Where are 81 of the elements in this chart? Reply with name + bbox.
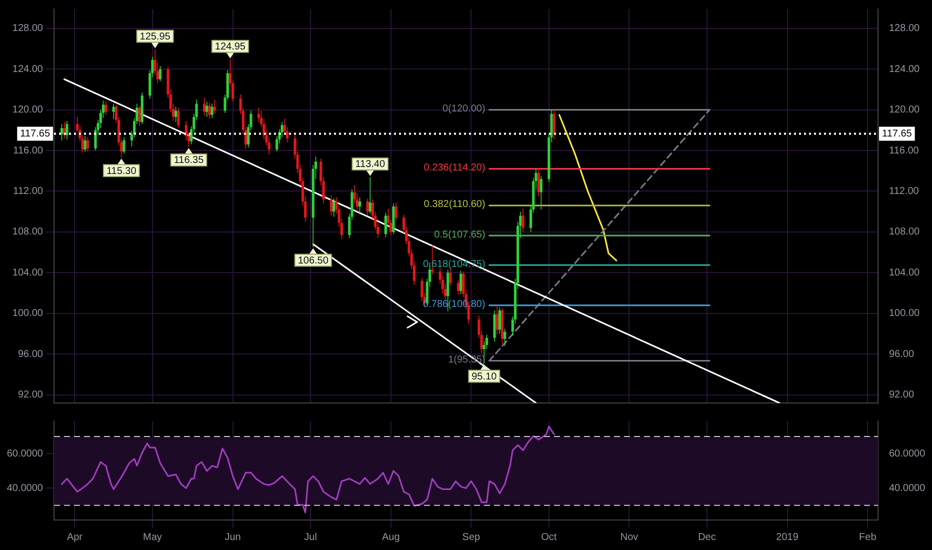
y-tick-label: 60.0000 xyxy=(6,448,44,460)
candlestick xyxy=(158,66,162,82)
x-tick-label: Jun xyxy=(224,532,241,543)
series-label: 0.236(114.20) xyxy=(424,162,486,174)
y-tick-label: 108.00 xyxy=(12,226,44,238)
y2-tick-label: 96.00 xyxy=(889,348,914,360)
x-tick-label: Sep xyxy=(462,532,481,543)
candlestick xyxy=(332,198,336,218)
y-tick-label: 92.00 xyxy=(18,390,44,401)
y-tick-label: 116.00 xyxy=(13,145,44,156)
y-tick-label: 112.00 xyxy=(13,186,44,197)
candlestick xyxy=(498,306,501,334)
y2-tick-label: 112.00 xyxy=(889,186,920,197)
candlestick xyxy=(496,304,498,336)
annotation: 124.95 xyxy=(214,42,246,53)
x-tick-label: Feb xyxy=(859,532,877,543)
y2-tick-label: 100.00 xyxy=(889,308,920,320)
y2-tick-label: 120.00 xyxy=(889,104,920,116)
candlestick xyxy=(552,109,556,140)
x-tick-label: Dec xyxy=(698,532,716,543)
x-tick-label: Apr xyxy=(66,532,84,543)
candlestick xyxy=(384,212,387,238)
x-tick-label: Jul xyxy=(304,532,317,543)
y-tick-label: 40.0000 xyxy=(6,482,44,494)
series-label: 0.382(110.60) xyxy=(424,199,486,210)
candlestick xyxy=(84,136,86,152)
y2-tick-label: 124.00 xyxy=(889,64,920,75)
candlestick xyxy=(122,136,126,154)
ref-line-label: 117.65 xyxy=(20,128,50,140)
y-tick-label: 120.00 xyxy=(12,104,44,116)
annotation: 95.10 xyxy=(472,372,498,383)
candlestick xyxy=(358,196,362,216)
candlestick xyxy=(449,268,452,286)
candlestick xyxy=(174,106,178,122)
x-tick-label: Aug xyxy=(382,532,400,543)
candlestick xyxy=(368,176,372,214)
candlestick xyxy=(210,103,214,118)
candlestick xyxy=(522,208,524,232)
text: 117.65 xyxy=(882,128,912,140)
candlestick xyxy=(112,103,115,120)
candlestick xyxy=(213,99,216,114)
y2-tick-label: 60.0000 xyxy=(889,448,926,460)
y2-tick-label: 92.00 xyxy=(889,390,914,401)
candlestick xyxy=(537,167,540,197)
candlestick xyxy=(504,328,506,346)
y-tick-label: 96.00 xyxy=(18,348,44,360)
annotation: 115.30 xyxy=(106,166,137,177)
x-tick-label: Oct xyxy=(541,532,557,543)
y-tick-label: 128.00 xyxy=(12,23,44,34)
candlestick xyxy=(456,279,460,296)
y2-tick-label: 116.00 xyxy=(889,145,920,156)
annotation: 113.40 xyxy=(355,159,386,170)
candlestick xyxy=(206,101,208,118)
candlestick xyxy=(330,194,333,216)
candlestick xyxy=(394,202,398,222)
annotation: 125.95 xyxy=(140,31,171,42)
candlestick xyxy=(208,102,211,120)
y2-tick-label: 128.00 xyxy=(889,23,920,34)
y-tick-label: 124.00 xyxy=(12,64,44,75)
candlestick xyxy=(366,198,369,216)
y2-tick-label: 104.00 xyxy=(889,267,920,278)
x-tick-label: May xyxy=(143,532,162,543)
candlestick xyxy=(138,105,141,126)
series-label: 0.5(107.65) xyxy=(434,229,486,240)
candlestick xyxy=(104,100,108,116)
y2-tick-label: 40.0000 xyxy=(889,482,926,494)
candlestick xyxy=(177,107,180,129)
candlestick xyxy=(202,97,206,116)
candlestick xyxy=(460,270,462,294)
y-tick-label: 104.00 xyxy=(12,267,44,278)
candlestick xyxy=(493,310,496,342)
x-tick-label: Nov xyxy=(620,532,638,543)
annotation: 116.35 xyxy=(174,155,204,166)
candlestick xyxy=(540,176,542,210)
candlestick xyxy=(66,120,68,140)
candlestick xyxy=(86,136,89,152)
series-label: 0(120.00) xyxy=(442,104,486,115)
y-tick-label: 100.00 xyxy=(12,308,44,320)
annotation: 106.50 xyxy=(298,255,329,266)
x-tick-label: 2019 xyxy=(776,532,799,543)
y2-tick-label: 108.00 xyxy=(889,226,920,238)
